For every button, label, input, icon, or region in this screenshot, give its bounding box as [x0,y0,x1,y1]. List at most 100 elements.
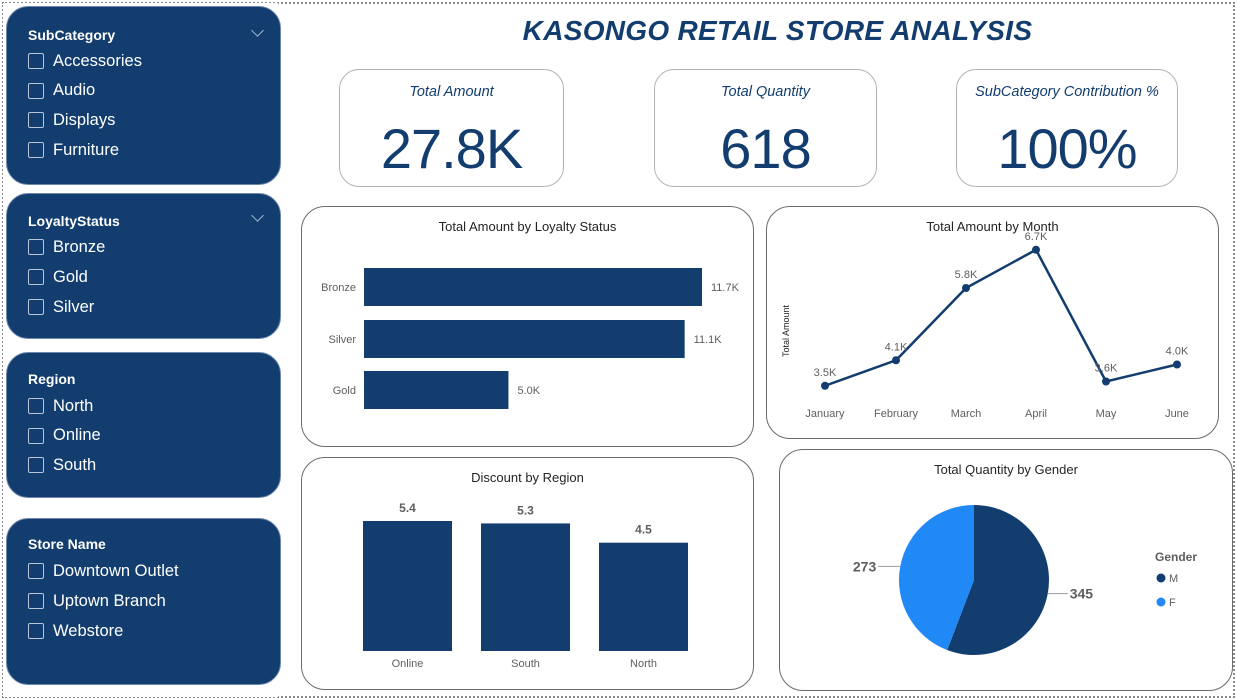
slicer-option-webstore[interactable]: Webstore [28,620,123,642]
bar [363,521,452,651]
slicer-option-north[interactable]: North [28,395,93,417]
slicer-option-displays[interactable]: Displays [28,109,115,131]
option-label: Downtown Outlet [53,561,179,580]
checkbox[interactable] [28,593,44,609]
checkbox[interactable] [28,239,44,255]
kpi-label: SubCategory Contribution % [975,84,1159,100]
data-point [1173,360,1181,369]
y-tick-label: Silver [328,334,356,346]
slicer-option-uptown-branch[interactable]: Uptown Branch [28,590,166,612]
slicer-region: Region North Online South [6,352,281,498]
loyalty-bar-chart: Bronze 11.7K Silver 11.1K Gold 5.0K [321,268,740,409]
data-label: 11.7K [711,282,740,294]
data-label: 4.0K [1166,346,1189,358]
bar [364,268,702,306]
data-point [1032,245,1040,254]
kpi-label: Total Amount [409,84,494,100]
x-tick-label: May [1096,408,1117,420]
slicer-loyaltystatus: LoyaltyStatus Bronze Gold Silver [6,193,281,339]
x-tick-label: February [874,408,919,420]
slicer-option-gold[interactable]: Gold [28,266,88,288]
data-point [892,356,900,365]
dashboard-title: KASONGO RETAIL STORE ANALYSIS [522,15,1033,46]
slicer-option-south[interactable]: South [28,454,96,476]
checkbox[interactable] [28,53,44,69]
x-tick-label: Online [392,658,424,670]
kpi-card-total-amount: Total Amount 27.8K [339,69,564,187]
month-line-chart: Total Amount 3.5K January 4.1K February 5.8K M… [781,231,1189,420]
option-label: Furniture [53,140,120,159]
kpi-label: Total Quantity [721,84,810,100]
option-label: Bronze [53,237,106,256]
data-label: 5.0K [517,385,540,397]
option-label: South [53,455,97,474]
data-label: 5.8K [955,269,978,281]
checkbox[interactable] [28,269,44,285]
slice-value-label: 273 [853,558,877,574]
data-point [962,284,970,292]
bar [481,523,570,651]
option-label: Displays [53,110,116,129]
checkbox[interactable] [28,427,44,444]
chevron-down-icon[interactable] [251,209,264,222]
y-tick-label: Gold [333,385,356,397]
bar [364,320,685,358]
slice-value-label: 345 [1070,586,1094,602]
data-point [1102,377,1110,386]
data-label: 3.6K [1095,363,1118,375]
kpi-card-subcategory-contribution: SubCategory Contribution % 100% [956,69,1178,187]
slicer-option-bronze[interactable]: Bronze [28,236,105,258]
slicer-option-silver[interactable]: Silver [28,296,94,318]
data-label: 4.5 [635,523,652,537]
legend-title: Gender [1155,550,1197,564]
checkbox[interactable] [28,457,44,473]
checkbox[interactable] [28,299,44,315]
gender-pie-chart: 345 273 Gender MF [853,505,1197,655]
slicer-option-online[interactable]: Online [28,425,101,447]
chart-card-discount-by-region[interactable]: Discount by Region 5.4 Online 5.3 South 4.5 N… [301,457,754,690]
chart-card-quantity-by-gender[interactable]: Total Quantity by Gender 345 273 Gender M F [779,449,1233,691]
checkbox[interactable] [28,623,44,639]
kpi-value: 27.8K [380,117,523,180]
data-label: 4.1K [885,341,908,353]
legend-label: M [1169,573,1178,585]
option-label: Gold [53,267,88,286]
checkbox[interactable] [28,142,44,159]
bar [364,371,509,409]
slicer-subcategory: SubCategory Accessories Audio Displays Furni… [6,6,281,185]
x-tick-label: March [951,408,982,420]
slicer-option-furniture[interactable]: Furniture [28,139,119,161]
slicer-option-downtown-outlet[interactable]: Downtown Outlet [28,560,179,582]
chevron-down-icon[interactable] [251,24,264,37]
data-label: 5.4 [399,501,416,515]
chart-title: Total Amount by Month [926,219,1059,234]
legend-marker-m [1156,573,1166,583]
slicer-option-audio[interactable]: Audio [28,80,95,102]
chart-card-loyalty-status[interactable]: Total Amount by Loyalty Status Bronze 11.… [301,206,754,447]
slicer-store-name: Store Name Downtown Outlet Uptown Branch We… [6,518,281,685]
data-label: 5.3 [517,503,534,517]
chart-title: Total Quantity by Gender [934,462,1078,477]
option-label: Uptown Branch [53,591,166,610]
checkbox[interactable] [28,112,44,129]
data-label: 3.5K [814,367,837,379]
option-label: Webstore [53,621,124,640]
bar [599,542,688,651]
chart-card-amount-by-month[interactable]: Total Amount by Month Total Amount 3.5K Ja… [766,206,1219,439]
chart-title: Discount by Region [471,470,584,485]
option-label: Silver [53,297,95,316]
x-tick-label: June [1165,408,1189,420]
checkbox[interactable] [28,398,44,414]
checkbox[interactable] [28,82,44,99]
kpi-value: 618 [720,117,811,180]
option-label: Accessories [53,51,142,70]
y-axis-label: Total Amount [781,304,791,357]
data-label: 11.1K [694,334,723,346]
checkbox[interactable] [28,563,44,579]
slicer-title: Region [28,371,76,387]
legend-label: F [1169,597,1176,609]
slicer-option-accessories[interactable]: Accessories [28,50,142,72]
slicer-title: LoyaltyStatus [28,213,120,229]
kpi-value: 100% [997,117,1137,180]
region-bar-chart: 5.4 Online 5.3 South 4.5 North [363,501,688,670]
